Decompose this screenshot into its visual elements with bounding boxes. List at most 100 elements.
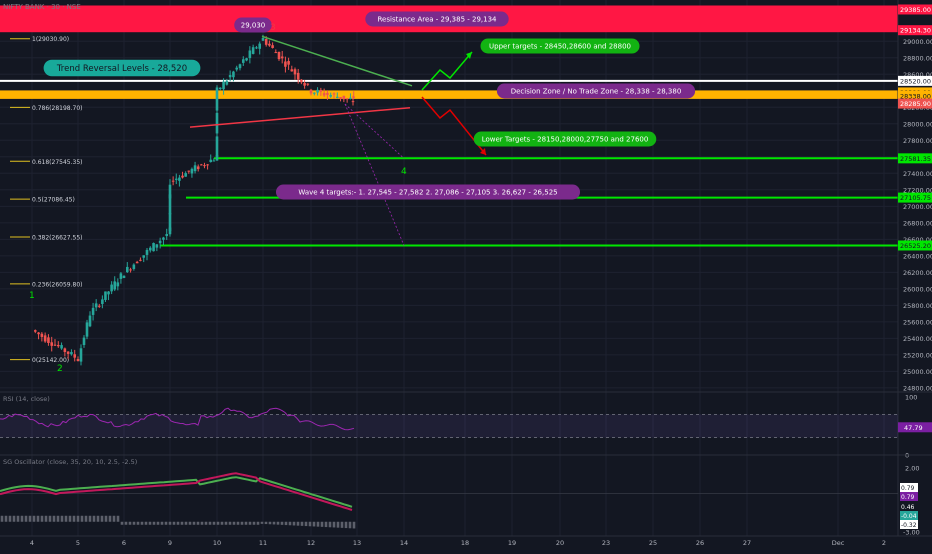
candle-body-53 — [190, 168, 194, 174]
sg-histogram-bar-322 — [320, 521, 324, 527]
candle-body-25 — [110, 284, 113, 292]
sg-tag-bg-2 — [900, 502, 918, 511]
candle-body-20 — [94, 303, 98, 308]
candle-body-2 — [37, 332, 40, 335]
x-tick-15: 27 — [743, 539, 751, 547]
sg-tag-bg-0 — [900, 483, 918, 492]
candle-body-52 — [187, 170, 191, 172]
fib-level-label-2: 0.618(27545.35) — [32, 159, 83, 166]
price-tag-bg-5 — [898, 98, 932, 109]
sg-histogram-bar-342 — [340, 521, 344, 528]
sg-histogram-bar-166 — [164, 521, 168, 525]
x-tick-0: 4 — [30, 539, 34, 547]
x-tick-10: 19 — [508, 539, 516, 547]
sg-histogram-bar-86 — [84, 515, 88, 522]
candle-body-16 — [82, 337, 86, 346]
y-tick-20: 25000.00 — [903, 368, 932, 376]
candle-body-70 — [235, 67, 239, 70]
y-tick-11: 26800.00 — [903, 219, 932, 227]
candle-body-55 — [196, 166, 200, 170]
sg-histogram-bar-246 — [244, 521, 248, 525]
candle-body-50 — [181, 175, 184, 178]
candle-body-7 — [53, 344, 57, 346]
candle-body-27 — [116, 282, 120, 287]
sg-histogram-bar-98 — [96, 515, 100, 522]
candle-body-56 — [200, 164, 203, 166]
price-tag-7: 27105.75 — [900, 194, 931, 202]
candle-body-80 — [268, 43, 271, 46]
sg-histogram-bar-134 — [132, 521, 136, 525]
sg-histogram-bar-278 — [276, 521, 280, 525]
y-tick-13: 26400.00 — [903, 252, 932, 260]
trend-reversal-label-bg — [43, 59, 201, 77]
grid-layer — [0, 0, 898, 536]
sg-histogram-bar-190 — [188, 521, 192, 525]
fib-level-label-3: 0.5(27086.45) — [32, 197, 75, 204]
candle-body-38 — [152, 242, 155, 252]
x-tick-7: 13 — [353, 539, 361, 547]
sg-histogram-bar-290 — [288, 521, 292, 526]
label-layer: 29,030 3 Resistance Area - 29,385 - 29,134… — [29, 11, 696, 374]
rsi-label: RSI (14, close) — [3, 395, 50, 403]
candle-body-64 — [215, 87, 219, 111]
sg-histogram-bar-230 — [228, 521, 232, 525]
candle-body-49 — [178, 177, 181, 181]
sg-histogram-bar-206 — [204, 521, 208, 525]
candle-body-23 — [104, 291, 107, 300]
candle-body-9 — [60, 345, 63, 349]
rsi-line — [0, 407, 355, 431]
fib-level-label-0: 1(29030.90) — [32, 36, 69, 43]
candle-body-4 — [43, 335, 47, 342]
candle-body-71 — [238, 64, 242, 69]
candle-body-5 — [47, 337, 50, 343]
y-tick-9: 27200.00 — [903, 186, 932, 194]
candle-body-48 — [174, 178, 178, 180]
sg-histogram-bar-14 — [12, 515, 16, 522]
sg-histogram-bar-122 — [120, 521, 124, 525]
decision-zone-label: Decision Zone / No Trade Zone - 28,338 -… — [511, 87, 682, 95]
candle-body-85 — [284, 61, 287, 67]
price-tag-8: 26525.20 — [900, 242, 931, 250]
y-tick-12: 26600.00 — [903, 236, 932, 244]
candle-body-21 — [97, 305, 101, 307]
candle-body-58 — [206, 164, 209, 166]
sg-fast-line — [0, 476, 353, 508]
sg-histogram-bar-214 — [212, 521, 216, 525]
candle-body-105 — [349, 97, 352, 99]
candle-body-13 — [73, 354, 77, 358]
sg-histogram-bar-106 — [104, 515, 108, 522]
y-tick-21: 24800.00 — [903, 384, 932, 392]
sg-histogram-bar-66 — [64, 515, 68, 522]
sg-histogram-bar-258 — [256, 521, 260, 525]
sg-histogram-bar-174 — [172, 521, 176, 525]
sg-histogram-bar-74 — [72, 515, 76, 522]
sg-histogram-bar-186 — [184, 521, 188, 525]
candle-body-30 — [125, 266, 129, 273]
sg-histogram-bar-250 — [248, 521, 252, 525]
sg-histogram-bar-46 — [44, 515, 48, 522]
fib-level-label-4: 0.382(26627.55) — [32, 235, 83, 242]
wedge-lower-line — [189, 106, 411, 128]
sg-histogram-bar-198 — [196, 521, 200, 525]
candle-body-92 — [306, 83, 310, 85]
candle-body-41 — [162, 237, 165, 240]
sg-histogram-bar-126 — [124, 521, 128, 525]
candle-body-37 — [148, 247, 152, 251]
candle-body-15 — [79, 348, 83, 362]
candle-body-101 — [335, 96, 339, 99]
sg-histogram-bar-82 — [80, 515, 84, 522]
x-tick-1: 5 — [76, 539, 80, 547]
candle-body-78 — [261, 37, 265, 41]
sg-histogram-bar-226 — [224, 521, 228, 525]
sg-histogram-bar-142 — [140, 521, 144, 525]
sg-histogram-bar-26 — [24, 515, 28, 522]
sg-histogram-bar-218 — [216, 521, 220, 525]
sg-histogram-bar-50 — [48, 515, 52, 522]
upper-target-arrow — [421, 51, 473, 91]
sg-oscillator-pane: SG Oscillator (close, 35, 20, 10, 2.5, -… — [0, 454, 932, 537]
sg-tag-bg-4 — [900, 520, 918, 529]
candle-body-96 — [319, 89, 323, 92]
candle-body-95 — [316, 89, 319, 93]
